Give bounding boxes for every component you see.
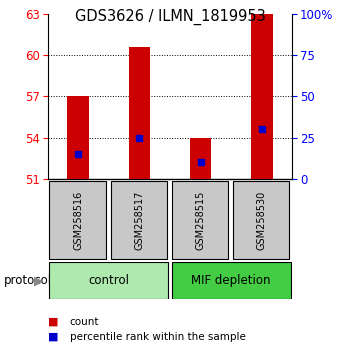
Text: control: control (88, 274, 129, 287)
Text: protocol: protocol (3, 274, 52, 287)
FancyBboxPatch shape (49, 181, 106, 259)
Bar (67, 97, 89, 179)
Text: GSM258530: GSM258530 (257, 191, 267, 250)
Text: GSM258517: GSM258517 (134, 191, 144, 250)
Bar (129, 47, 150, 179)
FancyBboxPatch shape (172, 262, 291, 299)
Text: ■: ■ (48, 317, 58, 327)
FancyBboxPatch shape (172, 181, 228, 259)
Text: ▶: ▶ (34, 274, 44, 287)
Bar (190, 138, 211, 179)
Text: percentile rank within the sample: percentile rank within the sample (70, 332, 245, 342)
FancyBboxPatch shape (110, 181, 167, 259)
FancyBboxPatch shape (233, 181, 289, 259)
Bar (251, 14, 273, 179)
FancyBboxPatch shape (49, 262, 168, 299)
Text: GDS3626 / ILMN_1819953: GDS3626 / ILMN_1819953 (74, 9, 266, 25)
Text: MIF depletion: MIF depletion (191, 274, 271, 287)
Text: count: count (70, 317, 99, 327)
Text: GSM258515: GSM258515 (195, 191, 206, 250)
Text: GSM258516: GSM258516 (73, 191, 83, 250)
Text: ■: ■ (48, 332, 58, 342)
